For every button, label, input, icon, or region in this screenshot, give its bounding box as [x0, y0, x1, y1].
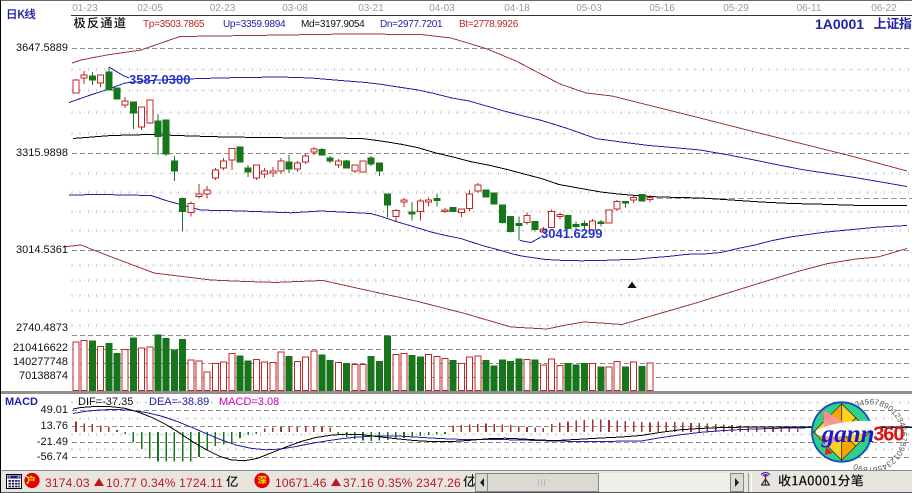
svg-text:3: 3: [884, 459, 893, 469]
svg-text:8: 8: [862, 465, 868, 475]
svg-text:2: 2: [892, 411, 902, 420]
svg-text:7: 7: [899, 437, 908, 443]
svg-text:9: 9: [857, 463, 864, 473]
svg-text:3: 3: [854, 399, 862, 409]
svg-text:4: 4: [880, 462, 888, 472]
svg-text:0: 0: [886, 404, 895, 414]
svg-text:0: 0: [851, 462, 859, 472]
svg-text:5: 5: [876, 463, 883, 473]
svg-text:4: 4: [859, 398, 866, 408]
svg-text:8: 8: [898, 441, 908, 448]
svg-text:6: 6: [899, 432, 908, 437]
svg-text:2: 2: [888, 456, 898, 466]
svg-text:9: 9: [882, 401, 891, 411]
svg-text:8: 8: [878, 399, 886, 409]
svg-text:gann: gann: [821, 421, 875, 448]
svg-text:6: 6: [872, 465, 878, 475]
svg-text:5: 5: [899, 426, 909, 433]
svg-text:3: 3: [895, 416, 905, 425]
svg-text:1: 1: [891, 453, 901, 463]
svg-text:1: 1: [889, 407, 899, 417]
svg-text:5: 5: [864, 397, 870, 406]
svg-text:6: 6: [869, 397, 874, 406]
svg-text:4: 4: [897, 421, 907, 429]
svg-text:7: 7: [874, 398, 881, 408]
svg-text:7: 7: [867, 465, 872, 474]
svg-text:0: 0: [894, 449, 904, 458]
svg-text:360: 360: [873, 424, 904, 446]
svg-text:9: 9: [896, 445, 906, 453]
